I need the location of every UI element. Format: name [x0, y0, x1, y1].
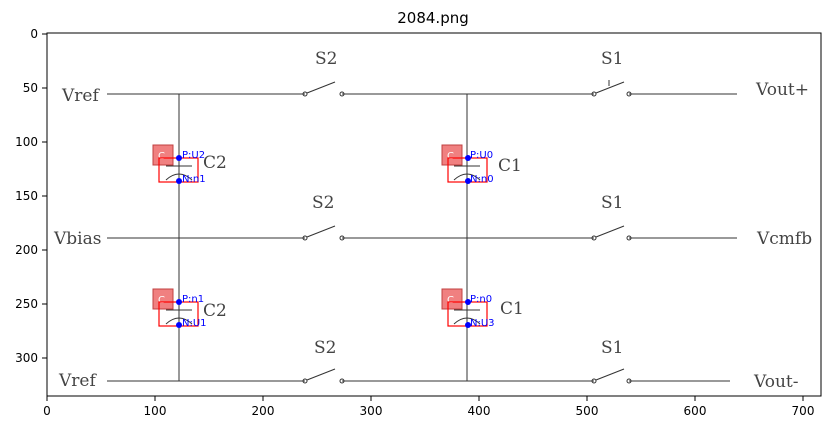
capacitor-label-top-left: C2	[203, 153, 227, 173]
net-label-vout-minus: Vout-	[753, 372, 798, 392]
switch-label-top-s2: S2	[315, 49, 337, 69]
switch-bot-s2	[302, 368, 345, 384]
capacitor-label-top-right: C1	[498, 156, 522, 176]
x-tick-label: 100	[144, 404, 167, 418]
plot-frame	[46, 32, 822, 397]
capacitor-label-bottom-left: C2	[203, 301, 227, 321]
pin-label: N:n0	[470, 174, 494, 185]
net-label-vref-bottom: Vref	[58, 371, 97, 391]
capacitor-top-left-symbol	[165, 165, 193, 181]
pin-label: P:n0	[470, 294, 492, 305]
pin-label: P:U2	[182, 150, 205, 161]
pin-marker	[176, 299, 182, 305]
x-tick-label: 700	[792, 404, 815, 418]
switch-mid-s1	[591, 225, 632, 241]
capacitor-bottom-right-symbol	[453, 309, 481, 325]
component-badge	[152, 288, 174, 310]
x-tick-label: 200	[252, 404, 275, 418]
pin-label: N:U1	[182, 318, 207, 329]
capacitor-bottom-left-symbol	[165, 309, 193, 325]
pin-marker	[176, 178, 182, 184]
y-tick-label: 50	[23, 81, 38, 95]
net-label-vref-top: Vref	[61, 86, 100, 106]
switch-label-bot-s1: S1	[601, 338, 623, 358]
switch-bot-s1	[591, 368, 632, 384]
component-badge-label: C	[158, 151, 165, 162]
y-tick-label: 150	[15, 189, 38, 203]
switch-label-top-s1: S1	[601, 49, 623, 69]
capacitor-label-bottom-right: C1	[500, 299, 524, 319]
component-badge	[441, 288, 463, 310]
component-badge-label: C	[447, 151, 454, 162]
x-tick-label: 300	[360, 404, 383, 418]
capacitor-top-right-symbol	[453, 165, 481, 181]
component-badge-label: C	[447, 295, 454, 306]
component-badge	[152, 144, 174, 166]
x-axis: 0 100 200 300 400 500 600 700	[43, 396, 814, 418]
pin-label: N:n1	[182, 174, 206, 185]
switch-mid-s2	[302, 225, 345, 241]
y-axis: 0 50 100 150 200 250 300	[15, 27, 47, 365]
pin-marker	[176, 155, 182, 161]
y-tick-label: 300	[15, 351, 38, 365]
pin-marker	[465, 155, 471, 161]
y-tick-label: 0	[30, 27, 38, 41]
y-tick-label: 100	[15, 135, 38, 149]
schematic-labels: Vref Vout+ Vbias Vcmfb Vref Vout- S2 S1 …	[53, 49, 812, 392]
x-tick-label: 500	[576, 404, 599, 418]
pin-label: N:U3	[470, 318, 495, 329]
pin-marker	[465, 299, 471, 305]
switch-label-mid-s2: S2	[312, 193, 334, 213]
pin-marker	[465, 178, 471, 184]
switch-label-bot-s2: S2	[314, 338, 336, 358]
y-tick-label: 200	[15, 243, 38, 257]
switch-top-s2	[302, 81, 345, 97]
component-badge	[441, 144, 463, 166]
switch-top-s1	[591, 80, 632, 97]
component-badge-label: C	[158, 295, 165, 306]
x-tick-label: 0	[43, 404, 51, 418]
switch-label-mid-s1: S1	[601, 193, 623, 213]
schematic	[107, 80, 737, 384]
x-tick-label: 600	[684, 404, 707, 418]
net-label-vbias: Vbias	[53, 229, 101, 249]
pin-label: P:U0	[470, 150, 493, 161]
net-label-vout-plus: Vout+	[755, 80, 809, 100]
y-tick-label: 250	[15, 297, 38, 311]
pin-label: P:n1	[182, 294, 204, 305]
figure-title: 2084.png	[397, 9, 469, 27]
annotations: C P:U2 N:n1 C P:U0 N:n0 C P:n1 N:U1 C P:…	[152, 144, 495, 329]
net-label-vcmfb: Vcmfb	[756, 229, 812, 249]
pin-marker	[465, 322, 471, 328]
x-tick-label: 400	[468, 404, 491, 418]
pin-marker	[176, 322, 182, 328]
